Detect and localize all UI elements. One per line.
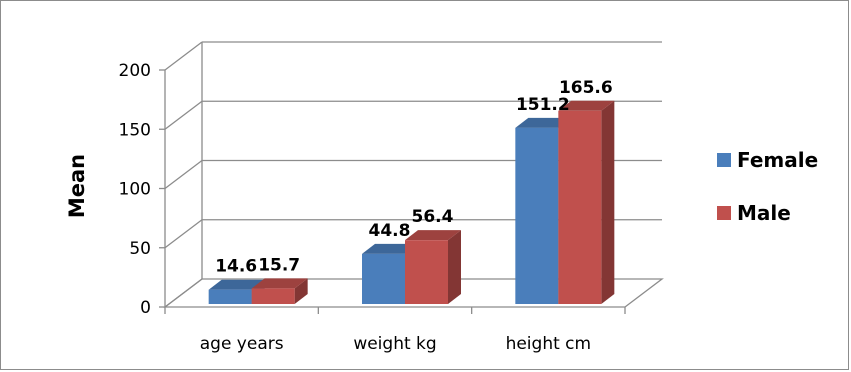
bar-male — [251, 278, 308, 304]
bar-male — [558, 100, 615, 304]
legend-swatch — [717, 153, 731, 167]
data-label: 56.4 — [412, 207, 454, 227]
legend: Female Male — [717, 148, 818, 225]
x-tick-label: weight kg — [353, 334, 436, 354]
data-label: 165.6 — [559, 78, 613, 98]
legend-swatch — [717, 206, 731, 220]
data-label: 15.7 — [258, 255, 300, 275]
y-tick-label: 100 — [119, 180, 151, 200]
data-label: 14.6 — [215, 257, 257, 277]
y-tick-label: 150 — [119, 120, 151, 140]
legend-label: Female — [737, 148, 818, 172]
axes: 0 50 100 150 200 age years weight kg height cm — [119, 61, 626, 354]
x-tick-label: age years — [200, 334, 284, 354]
data-label: 44.8 — [369, 221, 411, 241]
legend-label: Male — [737, 201, 791, 225]
bar-male — [405, 230, 461, 304]
legend-item-female: Female — [717, 148, 818, 172]
y-axis-label: Mean — [65, 154, 89, 218]
legend-item-male: Male — [717, 201, 791, 225]
y-tick-label: 200 — [119, 61, 151, 81]
data-label: 151.2 — [516, 95, 570, 115]
y-tick-label: 50 — [129, 239, 151, 259]
bars — [208, 100, 615, 304]
y-tick-label: 0 — [140, 298, 151, 318]
x-tick-label: height cm — [506, 334, 592, 354]
